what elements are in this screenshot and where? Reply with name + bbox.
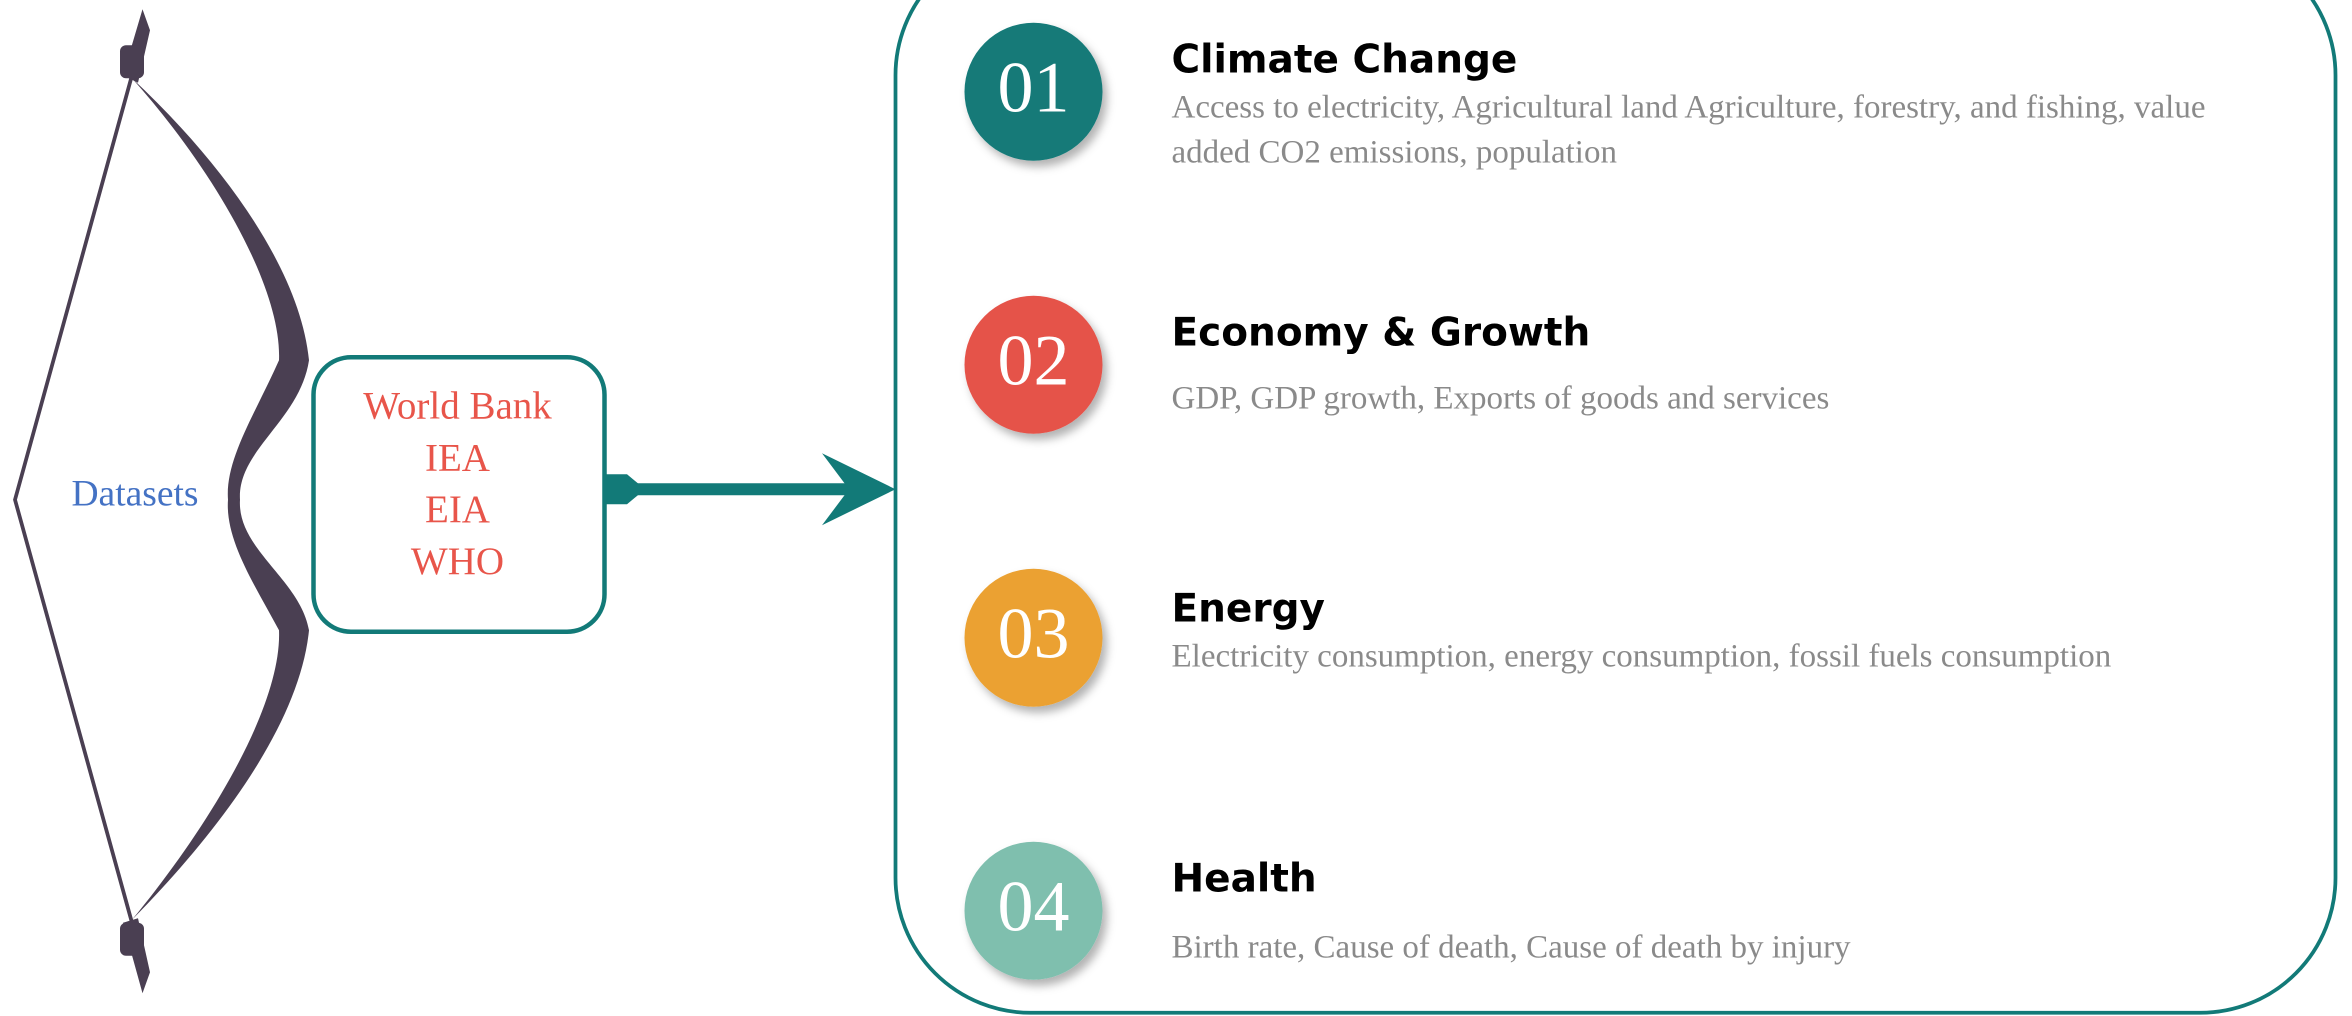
item-description: Birth rate, Cause of death, Cause of dea… [1172, 924, 2222, 969]
bow-grip [120, 45, 144, 78]
source-label: WHO [411, 540, 504, 583]
item-description-box: GDP, GDP growth, Exports of goods and se… [1172, 375, 2222, 480]
item-number: 04 [998, 866, 1070, 946]
item-title: Economy & Growth [1172, 310, 1591, 355]
item-title: Energy [1172, 586, 1325, 631]
item-description-box: Birth rate, Cause of death, Cause of dea… [1172, 924, 2222, 1016]
item-number: 03 [998, 593, 1070, 673]
source-label: World Bank [363, 385, 552, 428]
item-description-box: Electricity consumption, energy consumpt… [1172, 633, 2222, 738]
source-label: IEA [425, 436, 490, 479]
bow-label: Datasets [71, 473, 198, 514]
item-title: Climate Change [1172, 37, 1518, 82]
bow-grip [120, 923, 144, 956]
item-description: GDP, GDP growth, Exports of goods and se… [1172, 375, 2222, 420]
diagram: Datasets World Bank IEA EIA WHO 01 Climate C… [0, 0, 2352, 1016]
item-description: Electricity consumption, energy consumpt… [1172, 633, 2222, 678]
item-description: Access to electricity, Agricultural land… [1172, 84, 2222, 174]
item-description-box: Access to electricity, Agricultural land… [1172, 84, 2222, 189]
item-title: Health [1172, 856, 1317, 901]
source-label: EIA [425, 488, 490, 531]
item-number: 02 [998, 320, 1070, 400]
item-number: 01 [998, 47, 1070, 127]
